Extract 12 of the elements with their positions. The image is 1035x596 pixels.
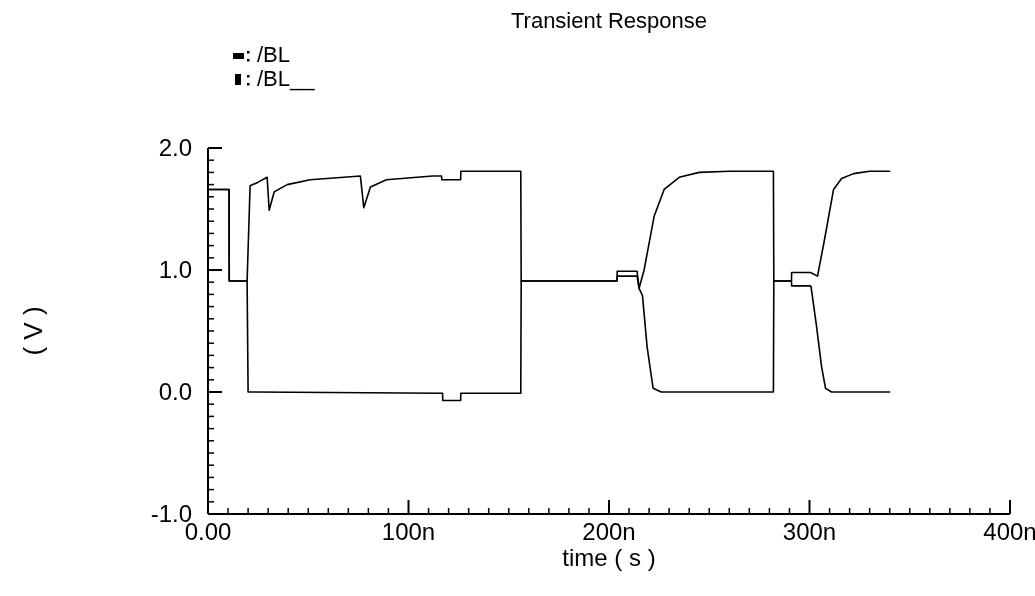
x-tick-label: 400n	[983, 518, 1035, 545]
legend-label: /BL	[257, 42, 291, 67]
x-axis-title: time ( s )	[562, 544, 656, 571]
y-axis-title: ( V )	[18, 306, 48, 356]
x-tick-label: 100n	[381, 518, 436, 545]
x-tick-label: 300n	[782, 518, 837, 545]
chart-title: Transient Response	[510, 8, 708, 33]
legend-label: /BL__	[257, 66, 316, 91]
y-tick-label: 1.0	[158, 256, 192, 284]
x-tick-label: 200n	[582, 518, 636, 545]
y-tick-label: 0.0	[158, 378, 192, 406]
y-tick-label: 2.0	[158, 134, 192, 162]
